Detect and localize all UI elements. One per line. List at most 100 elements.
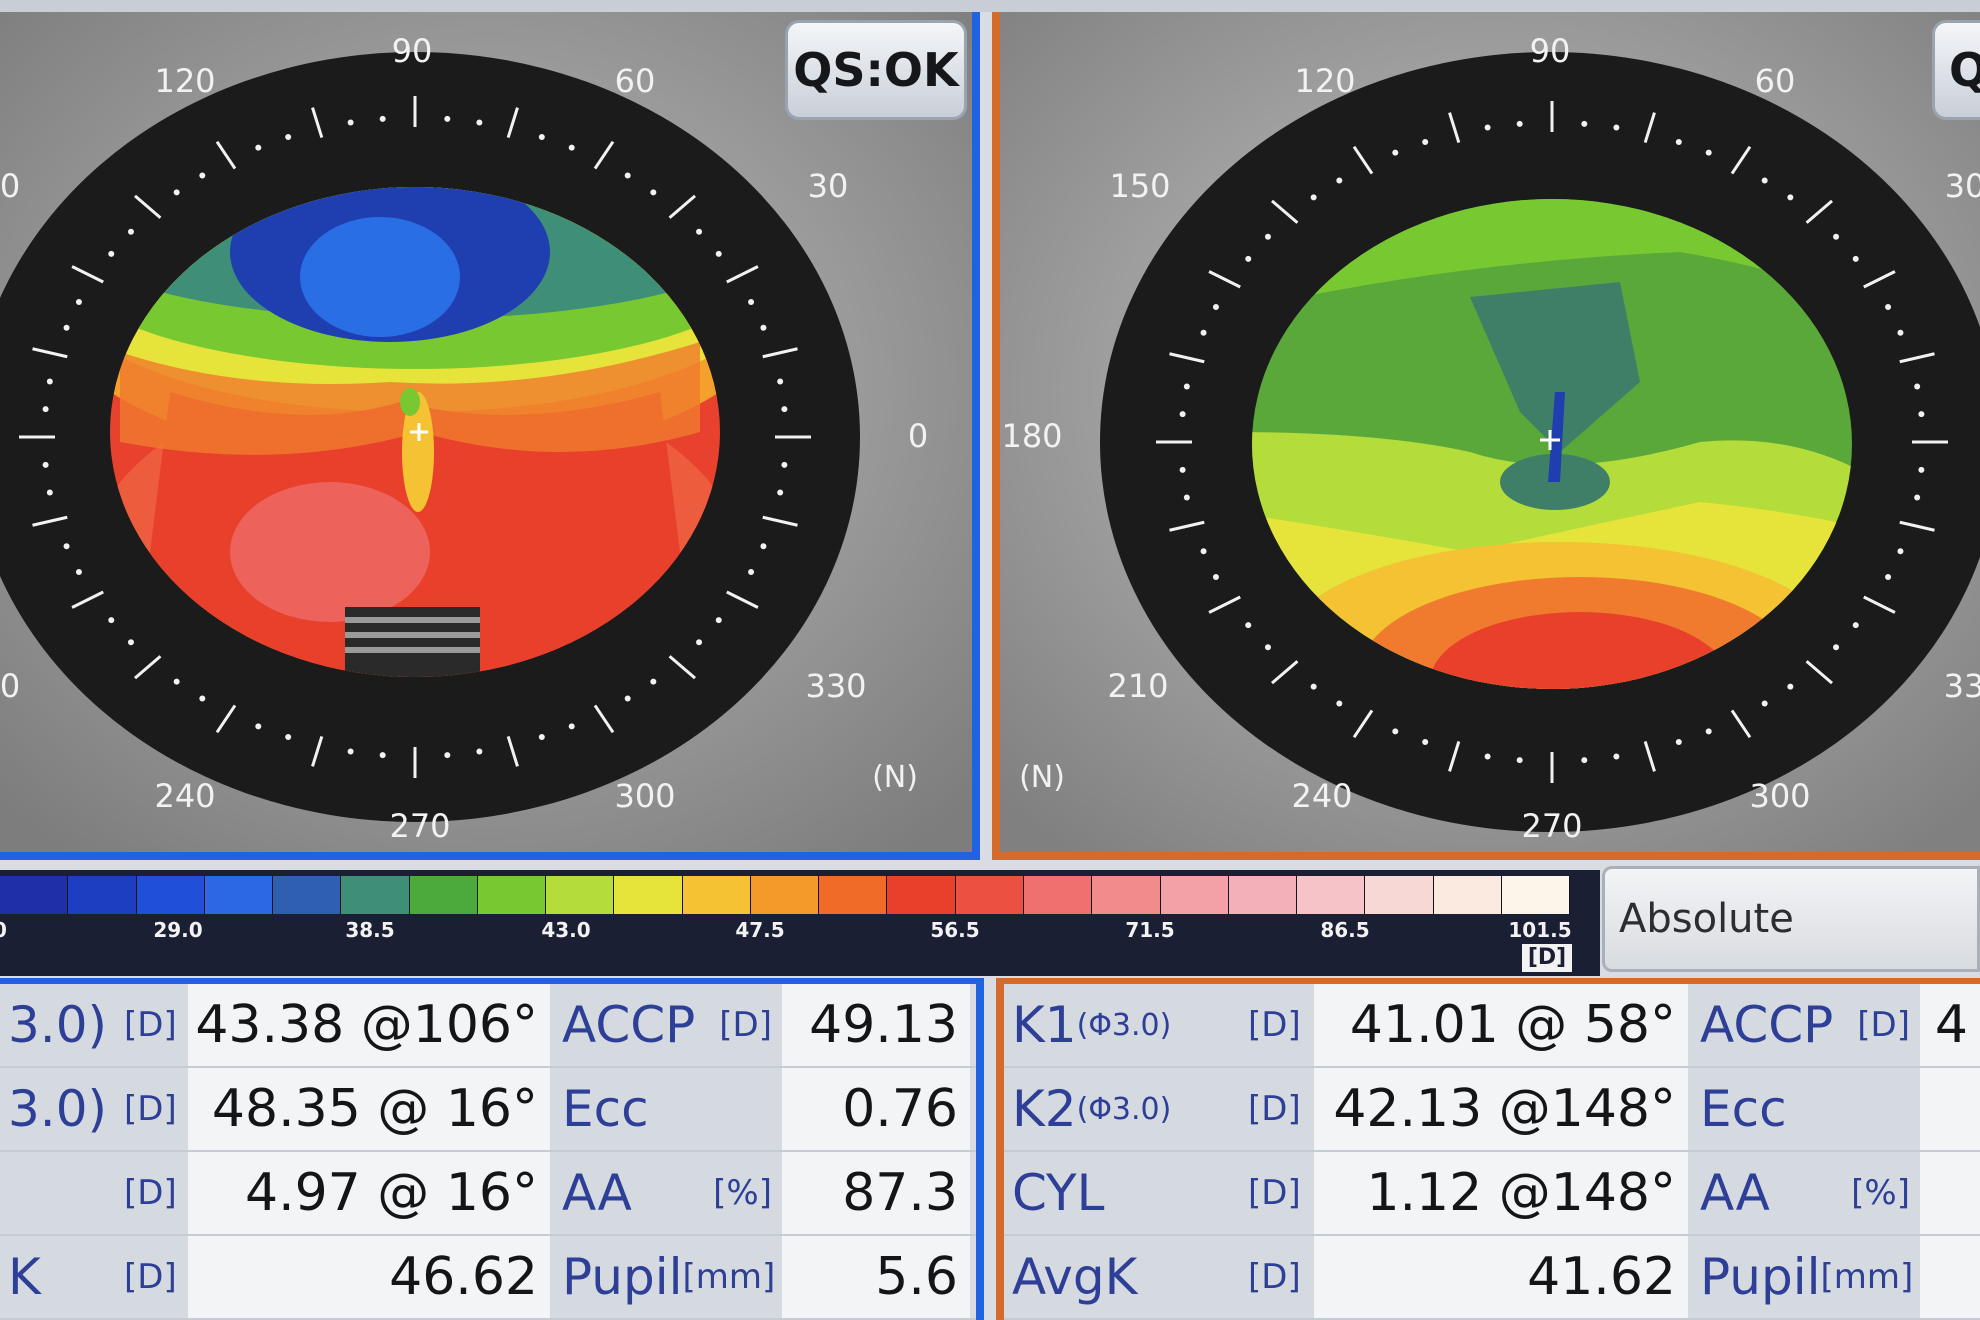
color-scale-tick-label: 29.0 (153, 918, 203, 942)
angle-dot (1581, 757, 1588, 764)
color-scale-swatch (750, 876, 820, 914)
angle-label-240: 240 (1291, 777, 1352, 815)
angle-dot (1516, 120, 1523, 127)
angle-tick (1271, 199, 1299, 224)
color-scale-row: 0 29.0 38.5 43.0 47.5 56.5 71.5 86.5 101.5 [D] (0, 870, 1980, 976)
row-label: K1 (Φ3.0) (1004, 984, 1244, 1066)
angle-dot (42, 406, 49, 413)
color-scale-swatch (1023, 876, 1093, 914)
angle-tick (1271, 660, 1299, 685)
angle-dot (63, 324, 70, 331)
angle-dot (777, 378, 784, 385)
angle-dot (1392, 149, 1399, 156)
secondary-label-text: Pupil (562, 1248, 683, 1306)
angle-dot (173, 189, 180, 196)
right-eye-map-panel[interactable]: 90 120 60 150 30 180 210 33 240 270 300 … (992, 12, 1980, 860)
angle-tick (1169, 352, 1205, 364)
angle-tick (1208, 595, 1241, 614)
color-scale-swatch (1297, 876, 1366, 914)
row-unit: [D] (1244, 1068, 1314, 1150)
table-row: K2 (Φ3.0) [D] 42.13 @148° Ecc (1004, 1068, 1980, 1152)
angle-tick (1643, 112, 1656, 144)
table-row: 3.0) [D] 48.35 @ 16° Ecc 0.76 (0, 1068, 976, 1152)
row-value: 42.13 @148° (1314, 1068, 1688, 1150)
angle-dot (1761, 700, 1768, 707)
color-scale-tick-labels: 0 29.0 38.5 43.0 47.5 56.5 71.5 86.5 101.5 (0, 918, 1572, 952)
row-label-secondary: ACCP [D] (1688, 984, 1920, 1066)
angle-dot (696, 639, 703, 646)
row-label-secondary: Pupil [mm] (1688, 1236, 1920, 1318)
left-keratometry-table: 3.0) [D] 43.38 @106° ACCP [D] 49.13 3.0) [D] 48.… (0, 978, 984, 1320)
secondary-label-text: AA (562, 1164, 632, 1222)
row-label: K (0, 1236, 120, 1318)
table-row: CYL [D] 1.12 @148° AA [%] (1004, 1152, 1980, 1236)
angle-dot (1885, 573, 1892, 580)
angle-label-120: 120 (154, 62, 215, 100)
angle-dot (379, 115, 386, 122)
angle-dot (1516, 757, 1523, 764)
angle-dot (538, 133, 545, 140)
table-row: K [D] 46.62 Pupil [mm] 5.6 (0, 1236, 976, 1320)
color-scale-bar (0, 876, 1571, 914)
scale-mode-button[interactable]: Absolute (1602, 866, 1980, 972)
angle-dot (1422, 138, 1429, 145)
angle-dot (1392, 728, 1399, 735)
row-value: 4.97 @ 16° (188, 1152, 550, 1234)
angle-dot (1422, 739, 1429, 746)
secondary-label-text: ACCP (1700, 996, 1834, 1054)
angle-dot (347, 748, 354, 755)
angle-tick (506, 107, 519, 139)
angle-dot (1336, 700, 1343, 707)
row-unit: [D] (120, 1152, 188, 1234)
table-row: AvgK [D] 41.62 Pupil [mm] (1004, 1236, 1980, 1320)
row-label: 3.0) (0, 984, 120, 1066)
angle-dot (1787, 194, 1794, 201)
angle-label-180: 180 (1001, 417, 1062, 455)
angle-dot (760, 543, 767, 550)
color-scale-swatch (1228, 876, 1298, 914)
color-scale: 0 29.0 38.5 43.0 47.5 56.5 71.5 86.5 101.5 [D] (0, 870, 1600, 976)
quality-status-badge-left[interactable]: QS:OK (785, 20, 967, 120)
color-scale-tick-label: 0 (0, 918, 7, 942)
angle-label-300: 300 (614, 777, 675, 815)
angle-dot (127, 639, 134, 646)
color-scale-swatch (68, 876, 137, 914)
angle-label-240: 240 (154, 777, 215, 815)
angle-tick (134, 655, 162, 680)
left-eye-map-panel[interactable]: 90 120 60 30 0 0 330 0 300 270 240 (N) Q… (0, 12, 980, 860)
left-angle-ticks (19, 96, 811, 778)
table-row: [D] 4.97 @ 16° AA [%] 87.3 (0, 1152, 976, 1236)
angle-dot (255, 144, 262, 151)
color-scale-swatch (409, 876, 478, 914)
angle-dot (696, 228, 703, 235)
row-label-suffix: (Φ3.0) (1076, 1007, 1172, 1043)
angle-dot (1833, 233, 1840, 240)
angle-tick (1899, 352, 1935, 364)
row-label-secondary: ACCP [D] (550, 984, 782, 1066)
angle-dot (199, 695, 206, 702)
left-eye-map: 90 120 60 30 0 0 330 0 300 270 240 (N) (0, 12, 972, 852)
secondary-label-text: Ecc (1700, 1080, 1787, 1138)
angle-tick (1730, 145, 1752, 175)
angle-dot (75, 568, 82, 575)
angle-dot (715, 617, 722, 624)
color-scale-swatch (1160, 876, 1229, 914)
row-value: 41.62 (1314, 1236, 1688, 1318)
quality-status-badge-right[interactable]: QS (1932, 20, 1980, 120)
color-scale-tick-label: 71.5 (1125, 918, 1175, 942)
angle-dot (1705, 728, 1712, 735)
row-label-secondary: AA [%] (550, 1152, 782, 1234)
angle-dot (1918, 411, 1925, 418)
secondary-unit: [D] (1857, 1005, 1910, 1045)
row-label: CYL (1004, 1152, 1244, 1234)
angle-dot (108, 250, 115, 257)
angle-dot (1852, 622, 1859, 629)
color-scale-swatch (341, 876, 410, 914)
angle-dot (1245, 255, 1252, 262)
angle-dot (1245, 622, 1252, 629)
angle-tick (762, 515, 798, 527)
angle-dot (568, 723, 575, 730)
angle-tick (1863, 270, 1896, 289)
secondary-label-text: Ecc (562, 1080, 649, 1138)
angle-dot (1897, 329, 1904, 336)
